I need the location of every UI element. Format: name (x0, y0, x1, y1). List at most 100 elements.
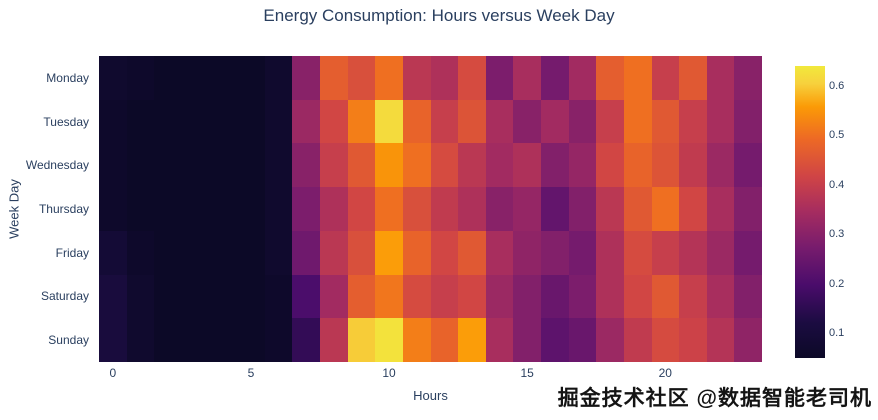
heatmap-cell[interactable] (596, 56, 624, 100)
heatmap-cell[interactable] (320, 99, 348, 144)
heatmap-cell[interactable] (126, 230, 155, 275)
heatmap-cell[interactable] (181, 143, 210, 188)
heatmap-cell[interactable] (430, 187, 459, 231)
heatmap-cell[interactable] (126, 143, 155, 188)
heatmap-cell[interactable] (99, 230, 127, 275)
heatmap-cell[interactable] (734, 318, 762, 362)
heatmap-cell[interactable] (568, 318, 597, 362)
heatmap-cell[interactable] (541, 143, 569, 188)
heatmap-cell[interactable] (541, 99, 569, 144)
heatmap-cell[interactable] (181, 318, 210, 362)
heatmap-cell[interactable] (347, 99, 376, 144)
heatmap-cell[interactable] (706, 143, 735, 188)
heatmap-cell[interactable] (568, 187, 597, 231)
heatmap-cell[interactable] (237, 274, 265, 319)
heatmap-cell[interactable] (402, 56, 431, 100)
heatmap-cell[interactable] (651, 274, 680, 319)
heatmap-cell[interactable] (264, 56, 293, 100)
heatmap-cell[interactable] (513, 230, 541, 275)
heatmap-cell[interactable] (458, 99, 486, 144)
heatmap-cell[interactable] (568, 143, 597, 188)
heatmap-cell[interactable] (485, 274, 514, 319)
heatmap-cell[interactable] (264, 187, 293, 231)
heatmap-cell[interactable] (651, 187, 680, 231)
heatmap-cell[interactable] (458, 230, 486, 275)
heatmap-cell[interactable] (679, 230, 707, 275)
heatmap-cell[interactable] (347, 230, 376, 275)
heatmap-cell[interactable] (264, 274, 293, 319)
heatmap-cell[interactable] (430, 56, 459, 100)
heatmap-cell[interactable] (237, 56, 265, 100)
heatmap-cell[interactable] (402, 318, 431, 362)
heatmap-cell[interactable] (458, 187, 486, 231)
heatmap-cell[interactable] (458, 318, 486, 362)
heatmap-cell[interactable] (375, 187, 403, 231)
heatmap-cell[interactable] (651, 318, 680, 362)
heatmap-cell[interactable] (623, 318, 652, 362)
heatmap-cell[interactable] (734, 56, 762, 100)
heatmap-cell[interactable] (126, 99, 155, 144)
heatmap-cell[interactable] (181, 274, 210, 319)
heatmap-cell[interactable] (347, 187, 376, 231)
heatmap-cell[interactable] (154, 230, 182, 275)
heatmap-cell[interactable] (430, 99, 459, 144)
heatmap-cell[interactable] (237, 230, 265, 275)
heatmap-cell[interactable] (513, 318, 541, 362)
heatmap-cell[interactable] (679, 318, 707, 362)
heatmap-cell[interactable] (458, 143, 486, 188)
heatmap-cell[interactable] (237, 143, 265, 188)
heatmap-cell[interactable] (292, 318, 320, 362)
heatmap-cell[interactable] (541, 274, 569, 319)
heatmap-cell[interactable] (99, 56, 127, 100)
heatmap-cell[interactable] (458, 274, 486, 319)
heatmap-cell[interactable] (181, 187, 210, 231)
heatmap-cell[interactable] (320, 56, 348, 100)
heatmap-cell[interactable] (402, 230, 431, 275)
heatmap-cell[interactable] (734, 230, 762, 275)
heatmap-cell[interactable] (181, 99, 210, 144)
heatmap-cell[interactable] (706, 99, 735, 144)
heatmap-cell[interactable] (568, 99, 597, 144)
heatmap-cell[interactable] (264, 99, 293, 144)
heatmap-cell[interactable] (237, 318, 265, 362)
heatmap-cell[interactable] (596, 187, 624, 231)
heatmap-cell[interactable] (347, 318, 376, 362)
heatmap-cell[interactable] (679, 274, 707, 319)
heatmap-cell[interactable] (651, 143, 680, 188)
heatmap-cell[interactable] (513, 143, 541, 188)
heatmap-cell[interactable] (651, 230, 680, 275)
heatmap-cell[interactable] (264, 230, 293, 275)
heatmap-cell[interactable] (485, 56, 514, 100)
heatmap-cell[interactable] (347, 274, 376, 319)
heatmap-cell[interactable] (375, 143, 403, 188)
heatmap-cell[interactable] (513, 99, 541, 144)
heatmap-cell[interactable] (99, 143, 127, 188)
heatmap-cell[interactable] (209, 99, 238, 144)
heatmap-cell[interactable] (209, 143, 238, 188)
heatmap-cell[interactable] (99, 99, 127, 144)
heatmap-cell[interactable] (292, 187, 320, 231)
heatmap-cell[interactable] (623, 187, 652, 231)
heatmap-cell[interactable] (430, 143, 459, 188)
heatmap-cell[interactable] (679, 99, 707, 144)
heatmap-cell[interactable] (154, 318, 182, 362)
heatmap-cell[interactable] (568, 56, 597, 100)
heatmap-cell[interactable] (596, 230, 624, 275)
heatmap-cell[interactable] (237, 187, 265, 231)
heatmap-cell[interactable] (568, 274, 597, 319)
heatmap-cell[interactable] (126, 56, 155, 100)
heatmap-cell[interactable] (264, 318, 293, 362)
heatmap-cell[interactable] (292, 143, 320, 188)
heatmap-cell[interactable] (706, 230, 735, 275)
heatmap-cell[interactable] (706, 187, 735, 231)
heatmap-cell[interactable] (375, 99, 403, 144)
heatmap-plot[interactable] (99, 56, 762, 362)
heatmap-cell[interactable] (402, 143, 431, 188)
heatmap-cell[interactable] (734, 99, 762, 144)
heatmap-cell[interactable] (375, 56, 403, 100)
heatmap-cell[interactable] (99, 318, 127, 362)
heatmap-cell[interactable] (596, 143, 624, 188)
heatmap-cell[interactable] (734, 143, 762, 188)
heatmap-cell[interactable] (292, 230, 320, 275)
heatmap-cell[interactable] (402, 99, 431, 144)
